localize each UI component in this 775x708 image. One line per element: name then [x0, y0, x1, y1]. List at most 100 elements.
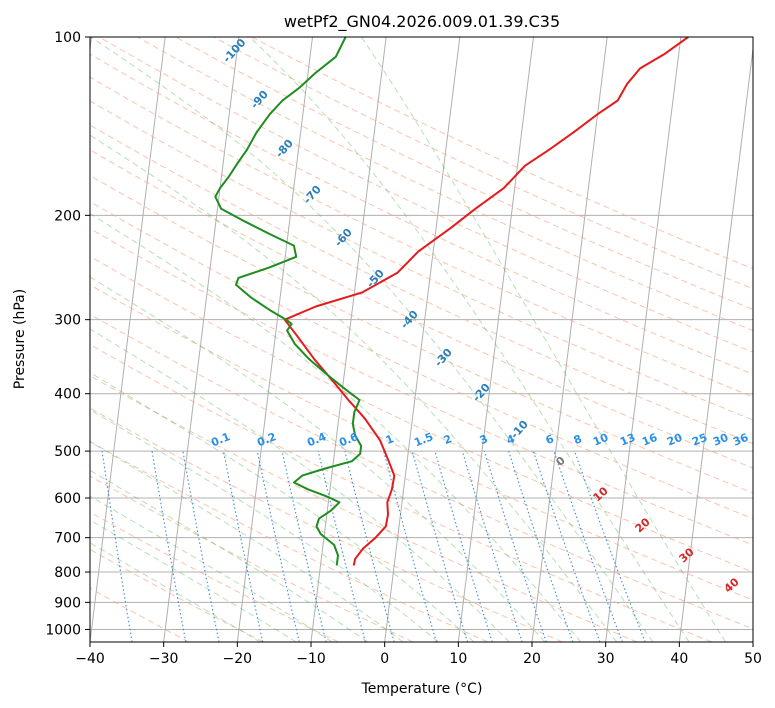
- dry-adiabat: [90, 201, 753, 520]
- moist-adiabat-label: 40: [722, 575, 742, 595]
- x-tick-label: 0: [380, 651, 389, 667]
- dry-adiabat-label: -50: [364, 267, 387, 291]
- isotherm-line: [531, 37, 608, 642]
- y-axis-ticks: 1000 900 800 700 600 500 400 300 200 100: [45, 30, 90, 638]
- moist-adiabat: [90, 371, 475, 642]
- mixing-ratio-line: [483, 450, 547, 642]
- isotherm-line: [678, 44, 753, 642]
- mixing-ratio-label: 0.1: [209, 430, 232, 449]
- mixing-ratio-line: [101, 451, 133, 642]
- dry-adiabat: [90, 407, 563, 642]
- mixing-ratio-label: 20: [665, 431, 684, 449]
- moist-adiabat: [90, 469, 368, 642]
- mixing-ratio-line: [532, 450, 601, 642]
- mixing-ratio-label: 8: [572, 432, 584, 447]
- mixing-ratio-label: 30: [711, 431, 730, 449]
- mixing-ratio-line: [256, 450, 300, 642]
- mixing-ratio-line: [281, 450, 327, 642]
- dry-adiabat-label: -100: [220, 36, 248, 65]
- moist-adiabat: [90, 441, 404, 642]
- dry-adiabat: [90, 284, 753, 601]
- mixing-ratio-label: 10: [591, 431, 610, 449]
- dry-adiabat: [90, 174, 753, 494]
- moist-adiabat: [90, 519, 297, 642]
- mixing-ratio-line: [461, 450, 523, 642]
- x-tick-label: −40: [75, 651, 105, 667]
- mixing-ratio-label: 36: [731, 431, 750, 449]
- x-tick-label: −30: [149, 651, 179, 667]
- isotherm-line: [752, 637, 753, 642]
- dry-adiabat: [90, 228, 753, 546]
- dry-adiabat: [175, 37, 753, 311]
- moist-adiabat: [249, 37, 690, 642]
- x-tick-label: 40: [670, 651, 688, 667]
- mixing-ratio-label: 1: [384, 432, 396, 447]
- x-tick-label: −20: [223, 651, 253, 667]
- moist-adiabat-label: 10: [591, 484, 611, 504]
- mixing-ratio-line: [411, 450, 469, 642]
- mixing-ratio-label: 25: [690, 431, 709, 449]
- mixing-ratio-label: 1.5: [412, 430, 435, 449]
- dry-adiabat-label: -30: [432, 346, 455, 370]
- moist-adiabat: [90, 212, 582, 642]
- dry-adiabat: [90, 149, 753, 469]
- moist-adiabat-label: 30: [677, 545, 697, 565]
- y-tick-label: 600: [54, 491, 81, 507]
- moist-adiabat: [361, 37, 727, 642]
- dry-adiabat-label: -80: [273, 137, 296, 161]
- dry-adiabat: [90, 124, 753, 445]
- mixing-ratio-label: 6: [544, 432, 556, 447]
- mixing-ratio-line: [151, 451, 187, 642]
- dry-adiabat: [90, 343, 712, 642]
- mixing-ratio-line: [553, 450, 623, 642]
- dewpoint-profile-line: [214, 37, 363, 566]
- profile-series: [214, 37, 689, 566]
- x-tick-label: 20: [523, 651, 541, 667]
- y-tick-label: 400: [54, 387, 81, 403]
- mixing-ratio-line: [344, 450, 395, 642]
- x-tick-label: −10: [296, 651, 326, 667]
- dry-adiabat: [251, 37, 753, 270]
- dry-adiabat-label: -60: [332, 226, 355, 250]
- temperature-profile-line: [283, 37, 689, 566]
- y-axis-label: Pressure (hPa): [12, 289, 28, 389]
- dry-adiabat: [90, 53, 753, 375]
- dry-adiabat: [137, 37, 753, 332]
- mixing-ratio-line: [508, 450, 574, 642]
- moist-adiabat: [90, 495, 333, 642]
- moist-adiabat: [90, 328, 510, 642]
- dry-adiabat: [98, 37, 753, 353]
- dry-adiabat: [90, 255, 753, 573]
- chart-title: wetPf2_GN04.2026.009.01.39.C35: [284, 12, 560, 32]
- isotherm-line: [457, 37, 534, 642]
- x-axis-ticks: −40 −30 −20 −10 0 10 20 30 40 50: [75, 642, 762, 667]
- x-tick-label: 10: [449, 651, 467, 667]
- plot-frame: [89, 36, 754, 643]
- mixing-ratio-line: [434, 450, 493, 642]
- mixing-ratio-label: 0.2: [255, 430, 278, 449]
- dry-adiabat: [90, 475, 414, 642]
- mixing-ratio-label: 16: [640, 431, 659, 449]
- mixing-ratio-label: 0.6: [337, 430, 360, 449]
- mixing-ratio-line: [574, 450, 646, 642]
- y-tick-label: 300: [54, 313, 81, 329]
- plot-area: -100-90-80-70-60-50-40-30-20-100.1 0.2 0.4…: [89, 36, 754, 643]
- isotherm-line: [384, 37, 461, 642]
- mixing-ratio-line: [222, 450, 264, 642]
- dry-adiabat: [90, 440, 488, 642]
- y-tick-label: 100: [54, 30, 81, 46]
- dry-adiabat: [90, 548, 264, 642]
- isotherm-line: [90, 37, 166, 642]
- y-tick-label: 1000: [45, 622, 81, 638]
- mixing-ratio-line: [182, 451, 220, 642]
- isotherm-line: [163, 37, 240, 642]
- dry-adiabat-label: -40: [398, 308, 421, 332]
- y-tick-label: 900: [54, 595, 81, 611]
- x-axis-label: Temperature (°C): [361, 681, 483, 697]
- moist-adiabat-label: 0: [553, 454, 568, 469]
- mixing-ratio-label: 2: [442, 432, 454, 447]
- moist-adiabat: [90, 542, 261, 642]
- dry-adiabat: [90, 375, 638, 642]
- mixing-ratio-line: [317, 450, 366, 642]
